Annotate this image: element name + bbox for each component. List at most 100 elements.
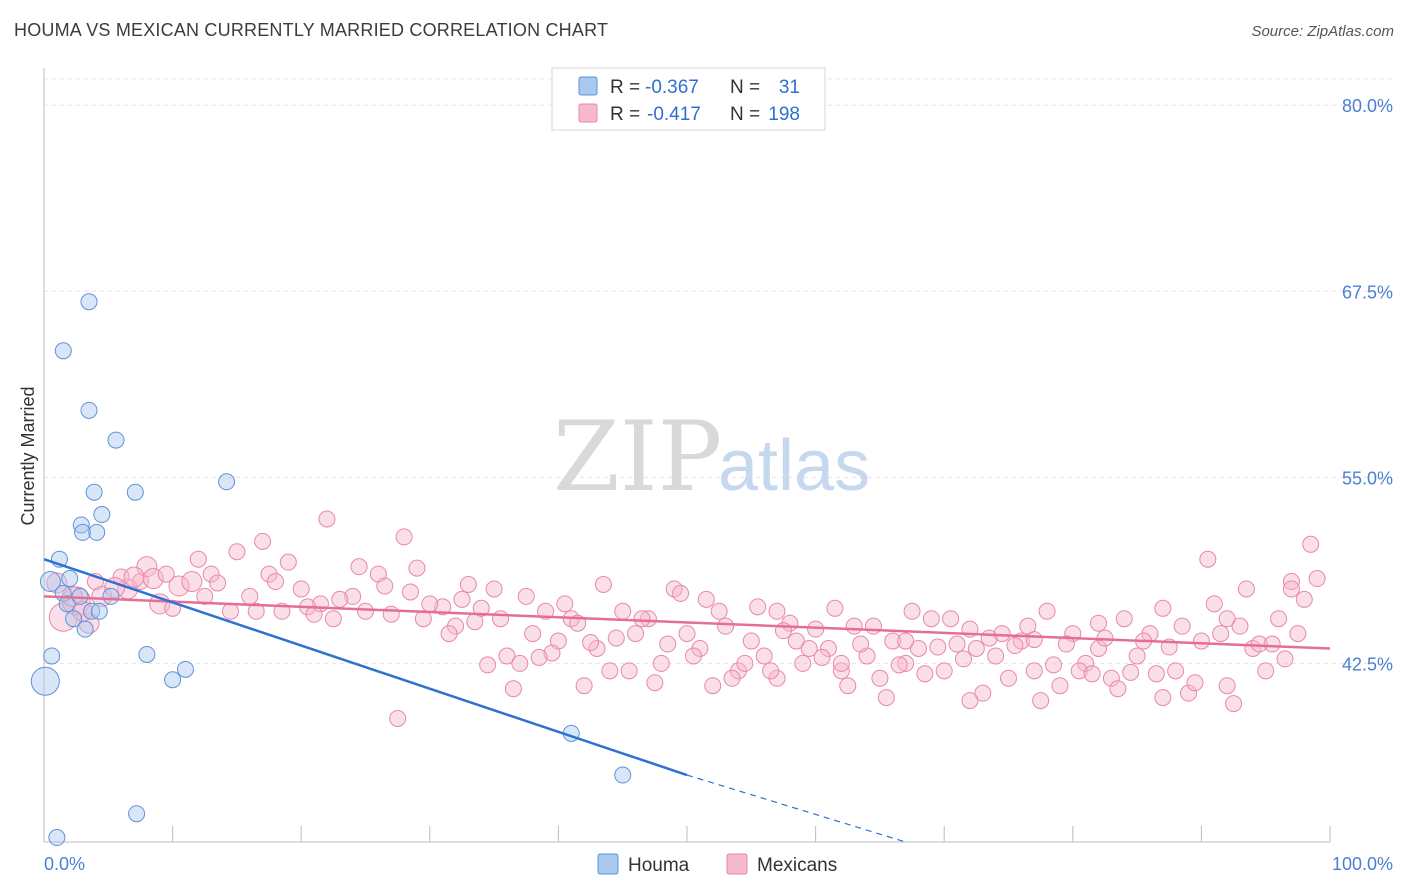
mexicans-point	[871, 669, 889, 687]
houma-point	[30, 666, 60, 696]
mexicans-point	[736, 654, 754, 672]
mexicans-point	[614, 602, 632, 620]
bottom-legend-mex-label: Mexicans	[757, 855, 837, 876]
mexicans-point	[1212, 625, 1230, 643]
mexicans-point	[228, 543, 246, 561]
mexicans-point	[1006, 637, 1024, 655]
houma-point	[126, 483, 144, 501]
mexicans-point	[1231, 617, 1249, 635]
chart-source: Source: ZipAtlas.com	[1251, 23, 1394, 40]
mexicans-point	[202, 565, 220, 583]
y-tick-label: 80.0%	[1342, 96, 1393, 116]
houma-point	[58, 595, 76, 613]
mexicans-point	[742, 632, 760, 650]
y-tick-label: 67.5%	[1342, 282, 1393, 302]
houma-point	[107, 431, 125, 449]
mexicans-point	[1167, 662, 1185, 680]
houma-point	[176, 660, 194, 678]
mexicans-point	[1173, 617, 1191, 635]
houma-point	[43, 647, 61, 665]
mexicans-point	[967, 640, 985, 657]
mexicans-point	[1090, 614, 1108, 632]
mexicans-point	[1282, 580, 1300, 598]
mexicans-point	[845, 617, 863, 635]
mexicans-point	[209, 574, 227, 592]
houma-point	[88, 523, 106, 541]
mexicans-point	[633, 610, 651, 628]
mexicans-point	[479, 656, 497, 674]
mexicans-point	[684, 647, 702, 665]
mexicans-point	[357, 602, 374, 620]
watermark-atlas: atlas	[718, 426, 870, 506]
mexicans-point	[453, 590, 471, 608]
mexicans-point	[1083, 665, 1101, 683]
mexicans-point	[1276, 650, 1294, 668]
bottom-legend: Houma Mexicans	[597, 853, 837, 876]
mexicans-point	[832, 654, 850, 672]
mexicans-point	[157, 565, 175, 583]
mexicans-point	[897, 632, 915, 650]
mexicans-point	[78, 612, 100, 634]
mexicans-point	[241, 587, 259, 605]
trend-lines	[43, 558, 1331, 843]
mexicans-point	[492, 610, 510, 628]
mexicans-point	[961, 692, 979, 710]
mexicans-point	[292, 580, 310, 598]
mexicans-point	[196, 587, 214, 605]
houma-point	[80, 401, 98, 419]
legend: R = -0.367 N = 31 R = -0.417 N = 198	[551, 67, 826, 131]
mexicans-point	[607, 629, 625, 647]
mexicans-point	[459, 575, 477, 593]
mexicans-point	[1038, 602, 1056, 620]
mexicans-point	[1263, 635, 1281, 653]
mexicans-point	[594, 575, 612, 593]
mexicans-point	[948, 635, 966, 653]
houma-point	[218, 473, 236, 491]
bottom-legend-houma-label: Houma	[628, 855, 690, 876]
houma-point	[90, 602, 108, 620]
mexicans-point	[639, 610, 657, 628]
mexicans-point	[254, 532, 272, 550]
mexicans-point	[382, 605, 400, 623]
mexicans-point	[839, 677, 857, 695]
mexicans-point	[897, 654, 915, 672]
mexicans-point	[123, 566, 145, 588]
houma-point	[85, 483, 103, 501]
houma-point	[61, 570, 79, 588]
mexicans-point	[1128, 647, 1146, 665]
mexicans-point	[524, 625, 542, 643]
mexicans-point	[993, 625, 1011, 643]
mexicans-point	[408, 559, 426, 577]
mexicans-point	[1115, 610, 1133, 628]
mexicans-point	[717, 617, 735, 635]
mexicans-point	[852, 635, 870, 653]
mexicans-point	[556, 595, 574, 613]
x-tick-label-min: 0.0%	[44, 854, 85, 874]
mexicans-point	[582, 634, 600, 652]
mexicans-point	[890, 656, 908, 674]
mexicans-point	[1147, 665, 1165, 683]
legend-mex-r-label: R =	[610, 104, 640, 125]
mexicans-point	[826, 599, 844, 617]
mexicans-point	[588, 640, 606, 657]
mexicans-point	[935, 662, 953, 680]
mexicans-point	[697, 590, 715, 608]
mexicans-point	[466, 613, 484, 631]
mexicans-point	[221, 602, 239, 620]
mexicans-point	[1218, 610, 1236, 628]
mexicans-point	[279, 553, 297, 571]
mexicans-point	[646, 674, 664, 692]
mexicans-point	[511, 654, 529, 672]
mexicans-point	[903, 602, 921, 620]
mexicans-point	[1237, 580, 1255, 598]
mexicans-point	[864, 617, 882, 635]
mexicans-point	[954, 650, 972, 668]
mexicans-point	[710, 602, 728, 620]
mexicans-point	[344, 587, 362, 605]
mexicans-point	[601, 662, 619, 680]
legend-houma-r-label: R =	[610, 77, 640, 98]
y-tick-labels: 80.0% 67.5% 55.0% 42.5%	[1342, 96, 1393, 674]
mexicans-point	[498, 647, 516, 665]
mexicans-point	[1102, 669, 1120, 687]
mexicans-point	[1192, 632, 1210, 650]
